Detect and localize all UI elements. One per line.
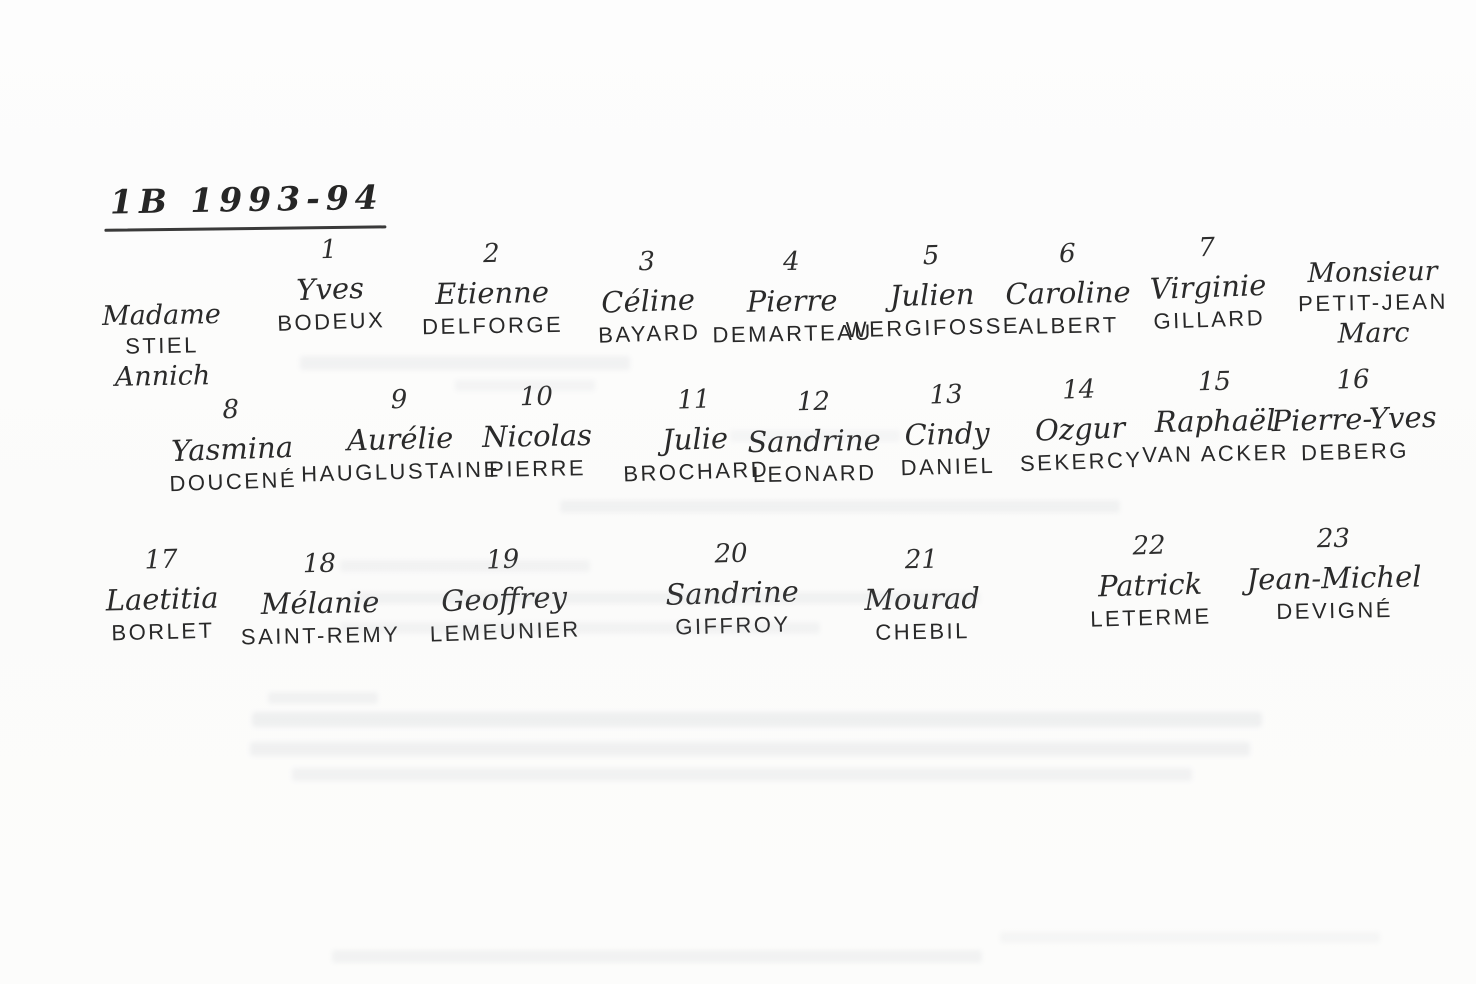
- bleed-through-text: [560, 500, 1120, 513]
- student-entry: 7 Virginie GILLARD: [1101, 230, 1314, 335]
- student-last-name: DEVIGNÉ: [1276, 596, 1394, 624]
- student-last-name: LETERME: [1089, 602, 1212, 632]
- student-number: 23: [1316, 523, 1351, 555]
- student-last-name: CHEBIL: [875, 617, 971, 645]
- student-last-name: GIFFROY: [674, 611, 791, 640]
- student-number: 18: [302, 548, 337, 580]
- student-number: 7: [1197, 232, 1216, 264]
- class-year-label: 1B 1993-94: [109, 177, 385, 222]
- bleed-through-text: [1000, 932, 1380, 943]
- student-number: 20: [714, 538, 749, 570]
- page-title: 1B 1993-94: [104, 177, 399, 232]
- student-entry: 16 Pierre-Yves DEBERG: [1248, 363, 1460, 467]
- bleed-through-text: [332, 950, 982, 963]
- student-first-name: Jean-Michel: [1246, 559, 1422, 597]
- teacher-first-name: Annich: [114, 360, 211, 393]
- student-first-name: Mélanie: [260, 585, 380, 622]
- student-first-name: Patrick: [1097, 566, 1203, 604]
- bleed-through-text: [300, 356, 630, 370]
- bleed-through-text: [252, 712, 1262, 727]
- student-last-name: DEBERG: [1300, 437, 1410, 465]
- student-entry: 19 Geoffrey LEMEUNIER: [397, 542, 610, 647]
- student-first-name: Sandrine: [664, 574, 800, 612]
- student-entry: 21 Mourad CHEBIL: [816, 544, 1028, 646]
- student-entry: 20 Sandrine GIFFROY: [626, 537, 838, 641]
- student-first-name: Geoffrey: [440, 579, 568, 619]
- student-entry: 23 Jean-Michel DEVIGNÉ: [1228, 523, 1440, 625]
- student-last-name: SAINT-REMY: [240, 621, 401, 649]
- student-entry: 22 Patrick LETERME: [1044, 529, 1256, 633]
- student-first-name: Virginie: [1149, 268, 1267, 307]
- bleed-through-text: [250, 742, 1250, 756]
- bleed-through-text: [268, 692, 378, 704]
- student-number: 19: [485, 544, 520, 576]
- student-entry: 18 Mélanie SAINT-REMY: [214, 548, 426, 650]
- student-first-name: Mourad: [864, 581, 981, 618]
- student-number: 22: [1132, 530, 1167, 562]
- student-number: 16: [1336, 364, 1371, 396]
- bleed-through-text: [292, 768, 1192, 781]
- student-first-name: Pierre-Yves: [1271, 399, 1438, 439]
- student-last-name: LEMEUNIER: [429, 615, 582, 647]
- student-number: 21: [904, 544, 939, 576]
